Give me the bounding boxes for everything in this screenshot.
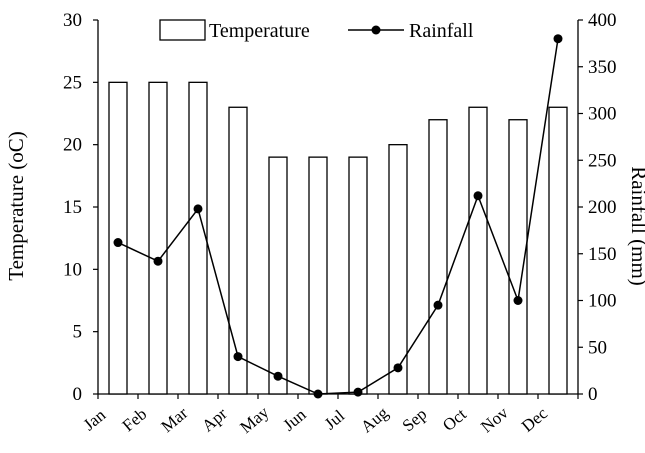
rainfall-point-aug [393,363,403,373]
month-label-jan: Jan [80,405,110,434]
temperature-bar-may [268,156,288,395]
month-label-jul: Jul [321,406,349,433]
right-tick-label: 200 [588,197,617,218]
month-label-feb: Feb [119,404,151,435]
legend-temperature-swatch [159,19,206,41]
month-label-sep: Sep [399,404,431,435]
left-tick-label: 0 [73,384,83,405]
right-tick-label: 100 [588,291,617,312]
temperature-bar-apr [228,106,248,395]
temperature-bar-oct [468,106,488,395]
month-label-mar: Mar [158,403,192,436]
right-tick-label: 150 [588,244,617,265]
rainfall-point-dec [553,34,563,44]
rainfall-point-jun [313,389,323,399]
temperature-bar-nov [508,119,528,395]
rainfall-point-oct [473,191,483,201]
axes [97,20,579,395]
rainfall-polyline [117,38,559,395]
legend-rainfall-marker [371,25,381,35]
month-axis-ticks: Jan Feb Mar Apr May Jun Jul Aug Sep Oct Nov Dec [80,394,579,437]
right-tick-label: 250 [588,150,617,171]
legend-temperature-label: Temperature [209,20,310,42]
right-tick-label: 400 [588,10,617,31]
rainfall-point-feb [153,256,163,266]
month-label-may: May [236,402,272,437]
rainfall-point-sep [433,300,443,310]
rainfall-point-nov [513,296,523,305]
rainfall-point-jan [113,238,123,248]
legend-rainfall-label: Rainfall [409,20,474,42]
temperature-bar-feb [148,81,168,395]
month-label-aug: Aug [357,403,392,437]
right-axis-ticks: 0 50 100 150 200 250 300 350 400 [578,10,617,405]
left-tick-label: 5 [73,322,83,343]
right-tick-label: 300 [588,104,617,125]
temperature-bar-aug [388,144,408,395]
left-axis-ticks: 0 5 10 15 20 25 30 [63,10,98,405]
rainfall-point-mar [193,204,203,214]
month-label-dec: Dec [518,403,552,435]
left-tick-label: 10 [63,259,82,280]
left-tick-label: 20 [63,135,82,156]
left-tick-label: 15 [63,197,82,218]
rainfall-point-apr [233,352,243,362]
left-axis-title: Temperature (oC) [4,131,28,281]
legend: Temperature Rainfall [159,19,474,42]
temperature-bar-sep [428,119,448,395]
month-label-jun: Jun [279,405,310,435]
month-label-apr: Apr [198,404,231,436]
right-axis-title: Rainfall (mm) [627,166,645,286]
temperature-bar-dec [548,106,568,395]
left-tick-label: 30 [63,10,82,31]
rainfall-point-jul [353,387,363,397]
right-tick-label: 0 [588,384,598,405]
right-tick-label: 350 [588,57,617,78]
left-tick-label: 25 [63,72,82,93]
rainfall-point-may [273,371,283,381]
temperature-bar-jul [348,156,368,395]
temperature-bars [108,81,568,395]
month-label-nov: Nov [477,403,512,437]
temperature-bar-jun [308,156,328,395]
temperature-bar-mar [188,81,208,395]
rainfall-line [113,34,563,399]
month-label-oct: Oct [439,404,470,435]
right-tick-label: 50 [588,337,607,358]
